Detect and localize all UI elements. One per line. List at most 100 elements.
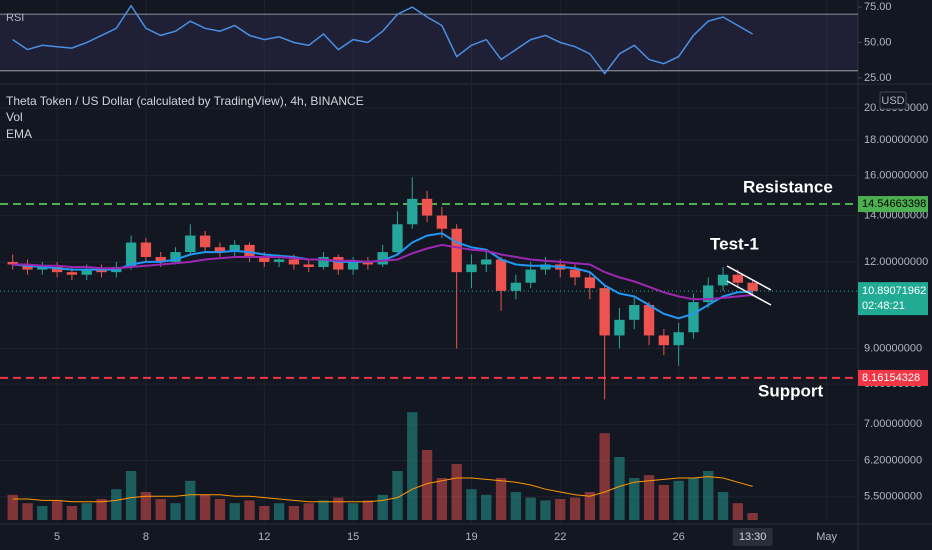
annotation: Test-1 — [710, 234, 759, 253]
candle-body — [229, 244, 240, 253]
y-tick-label: 6.20000000 — [864, 455, 922, 467]
volume-legend: Vol — [6, 110, 23, 124]
price-label-box — [858, 369, 928, 386]
candle-body — [170, 252, 181, 262]
volume-bar — [51, 500, 63, 520]
channel-line — [726, 265, 772, 291]
volume-bar — [495, 478, 507, 520]
volume-bar — [732, 503, 744, 520]
candle-body — [303, 264, 314, 268]
x-tick-label: May — [816, 531, 837, 543]
candle-body — [318, 256, 329, 268]
candle-body — [244, 244, 255, 257]
volume-bar — [170, 503, 181, 520]
candle-body — [51, 267, 63, 273]
volume-ma — [12, 476, 753, 503]
candle-body — [66, 272, 78, 275]
candle-body — [614, 319, 625, 336]
candle-body — [466, 264, 477, 273]
candle-body — [451, 228, 462, 273]
candle-body — [392, 224, 403, 253]
y-tick-label: 14.00000000 — [864, 209, 928, 221]
channel-line — [726, 280, 772, 306]
volume-bar — [288, 506, 300, 520]
y-tick-label: 7.00000000 — [864, 418, 922, 430]
candle-body — [214, 247, 226, 253]
y-tick-label: 16.00000000 — [864, 169, 928, 181]
countdown: 02:48:21 — [862, 300, 905, 312]
annotation: Resistance — [743, 177, 833, 196]
y-tick-label: 9.00000000 — [864, 342, 922, 354]
cursor-box — [732, 528, 773, 546]
volume-bar — [185, 480, 196, 520]
price-label: 8.16154328 — [862, 372, 920, 384]
candle-body — [643, 305, 655, 336]
candle-body — [540, 264, 551, 270]
candle-body — [584, 277, 596, 289]
y-tick-label: 50.00 — [864, 36, 892, 48]
ema-line — [12, 243, 753, 301]
currency-box[interactable] — [879, 91, 907, 110]
candle-body — [717, 274, 729, 286]
volume-bar — [584, 492, 596, 520]
currency[interactable]: USD — [881, 95, 904, 107]
x-tick-label: 22 — [554, 531, 566, 543]
candle-body — [37, 267, 48, 270]
volume-bar — [66, 506, 78, 520]
x-tick-label: 8 — [143, 531, 149, 543]
candle-body — [421, 198, 433, 216]
candle-body — [569, 269, 581, 278]
candle-body — [333, 256, 344, 270]
x-tick-label: 26 — [673, 531, 685, 543]
volume-bar — [244, 500, 255, 520]
volume-bar — [273, 503, 285, 520]
volume-bar — [140, 492, 152, 520]
volume-bar — [111, 489, 122, 520]
volume-bar — [614, 457, 625, 520]
candle-body — [273, 259, 285, 262]
volume-bar — [333, 497, 344, 520]
volume-bar — [259, 506, 270, 520]
candle-body — [510, 282, 522, 291]
y-tick-label: 75.00 — [864, 1, 892, 13]
x-tick-label: 15 — [347, 531, 359, 543]
last-price-box — [858, 282, 928, 316]
volume-bar — [37, 506, 48, 520]
candle-body — [407, 198, 418, 225]
main-title: Theta Token / US Dollar (calculated by T… — [6, 94, 364, 108]
volume-bar — [22, 503, 33, 520]
rsi-band — [0, 14, 858, 71]
volume-bar — [436, 478, 448, 520]
volume-bar — [658, 485, 670, 520]
volume-bar — [407, 412, 418, 520]
volume-bar — [703, 471, 714, 520]
volume-bar — [199, 494, 211, 520]
annotation: Support — [758, 381, 823, 400]
last-price-label: 10.89071962 — [862, 285, 926, 297]
candle-body — [703, 285, 714, 303]
candle-body — [259, 256, 270, 262]
volume-bar — [318, 500, 329, 520]
candle-body — [22, 264, 33, 270]
volume-bar — [392, 471, 403, 520]
candle-body — [362, 261, 374, 265]
volume-bar — [525, 497, 536, 520]
volume-bar — [747, 513, 758, 520]
candle-body — [347, 261, 359, 270]
candle-body — [96, 269, 107, 273]
volume-bar — [569, 497, 581, 520]
x-tick-label: 12 — [258, 531, 270, 543]
candle-body — [199, 235, 211, 248]
candle-body — [658, 335, 670, 346]
volume-bar — [540, 500, 551, 520]
candle-body — [436, 215, 448, 229]
candle-body — [81, 269, 92, 275]
candle-body — [525, 269, 536, 283]
x-tick-label: 19 — [465, 531, 477, 543]
y-tick-label: 12.00000000 — [864, 256, 928, 268]
volume-bar — [377, 494, 388, 520]
volume-bar — [555, 499, 566, 520]
